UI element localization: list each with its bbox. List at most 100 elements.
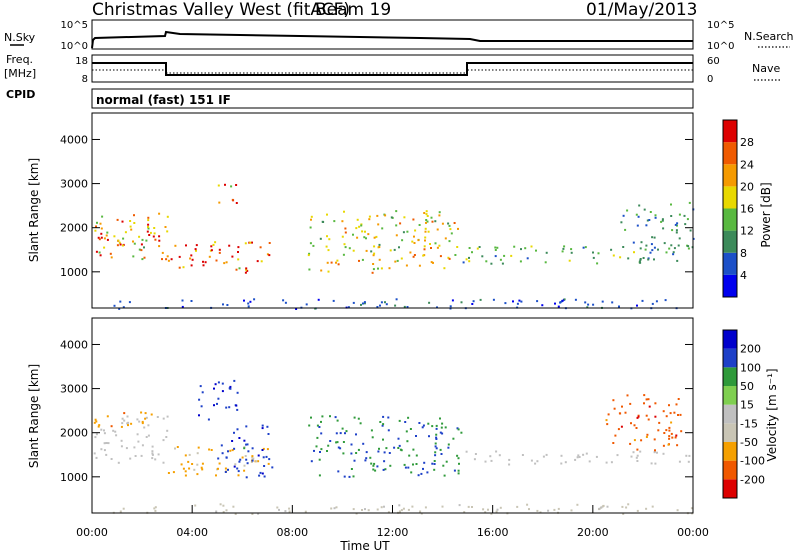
velocity-cell <box>345 430 348 433</box>
power-cell <box>436 246 439 249</box>
power-cell <box>635 213 638 216</box>
power-cell <box>105 234 108 237</box>
velocity-cell <box>103 429 105 432</box>
velocity-cell <box>434 451 437 454</box>
velocity-cell <box>605 419 608 422</box>
velocity-cell <box>424 506 427 509</box>
power-cell <box>516 302 519 305</box>
power-cell <box>380 301 383 304</box>
power-cell <box>425 213 428 216</box>
power-cell <box>95 225 97 228</box>
power-colorbar-frame <box>722 119 738 298</box>
power-cell <box>147 219 150 222</box>
power-cell <box>363 301 366 304</box>
power-cell <box>321 220 324 223</box>
velocity-cell <box>117 461 120 464</box>
velocity-cell <box>276 506 279 509</box>
power-cell <box>373 252 376 255</box>
velocity-cell <box>606 505 609 508</box>
power-cell <box>512 300 514 303</box>
power-cell <box>326 213 328 216</box>
power-cell <box>587 303 590 306</box>
power-cell <box>398 246 400 249</box>
power-cell <box>644 248 647 251</box>
velocity-cell <box>621 405 623 408</box>
power-cell <box>161 258 163 261</box>
velocity-cell <box>662 410 665 413</box>
velocity-cell <box>222 511 225 513</box>
power-cell <box>412 255 415 258</box>
power-cell <box>166 255 169 258</box>
power-cell <box>158 235 161 238</box>
date-label: 01/May/2013 <box>586 0 698 20</box>
velocity-cell <box>629 442 632 445</box>
power-cell <box>395 210 398 213</box>
velocity-cell <box>210 449 213 451</box>
power-cell <box>586 306 589 309</box>
power-cell <box>378 258 381 261</box>
power-cell <box>496 246 499 249</box>
velocity-cell <box>668 437 671 440</box>
power-cell <box>132 240 134 243</box>
velocity-cell <box>321 415 324 418</box>
velocity-cell <box>243 446 246 449</box>
power-cell <box>640 241 643 244</box>
velocity-cell <box>411 505 414 508</box>
time-xlabel: Time UT <box>339 539 390 553</box>
velocity-cell <box>422 424 425 427</box>
velocity-cell <box>676 509 679 512</box>
power-cell <box>204 261 207 264</box>
power-cell <box>649 251 652 254</box>
velocity-cell <box>357 417 360 420</box>
power-cell <box>326 261 329 264</box>
power-colorbar-tick: 12 <box>740 225 754 238</box>
velocity-cell <box>236 408 239 411</box>
velocity-cell <box>441 432 444 435</box>
power-cell <box>536 300 539 303</box>
velocity-cell <box>200 405 203 408</box>
power-cell <box>670 215 673 217</box>
power-cell <box>545 251 548 254</box>
velocity-cell <box>663 432 666 434</box>
velocity-colorbar-swatch <box>723 442 737 461</box>
velocity-cell <box>243 469 246 472</box>
velocity-cell <box>534 462 537 465</box>
power-cell <box>592 251 594 254</box>
velocity-cell <box>221 382 224 385</box>
power-cell <box>519 260 522 263</box>
velocity-cell <box>447 446 450 449</box>
velocity-cell <box>421 426 424 429</box>
power-cell <box>231 255 234 258</box>
power-cell <box>405 264 408 267</box>
power-cell <box>450 232 453 235</box>
velocity-cell <box>545 453 548 456</box>
velocity-cell <box>370 429 373 432</box>
velocity-cell <box>415 463 418 465</box>
velocity-cell <box>570 509 573 512</box>
velocity-cell <box>457 428 460 431</box>
velocity-cell <box>188 453 191 456</box>
velocity-cell <box>166 415 169 418</box>
velocity-cell <box>243 439 246 442</box>
velocity-cell <box>225 406 228 409</box>
velocity-cell <box>374 469 377 472</box>
velocity-cell <box>127 424 129 427</box>
velocity-cell <box>246 462 249 465</box>
power-cell <box>647 258 650 261</box>
velocity-cell <box>495 510 498 513</box>
power-cell <box>122 306 125 309</box>
velocity-cell <box>654 462 657 465</box>
velocity-cell <box>337 446 340 449</box>
velocity-cell <box>444 426 447 429</box>
velocity-cell <box>227 468 229 471</box>
power-cell <box>344 227 347 230</box>
power-cell <box>657 248 659 251</box>
power-cell <box>427 230 430 233</box>
power-cell <box>479 298 482 301</box>
velocity-cell <box>467 505 470 508</box>
power-cell <box>378 243 381 246</box>
power-cell <box>189 257 192 260</box>
velocity-cell <box>156 416 159 418</box>
velocity-cell <box>198 398 201 401</box>
velocity-cell <box>222 504 225 507</box>
